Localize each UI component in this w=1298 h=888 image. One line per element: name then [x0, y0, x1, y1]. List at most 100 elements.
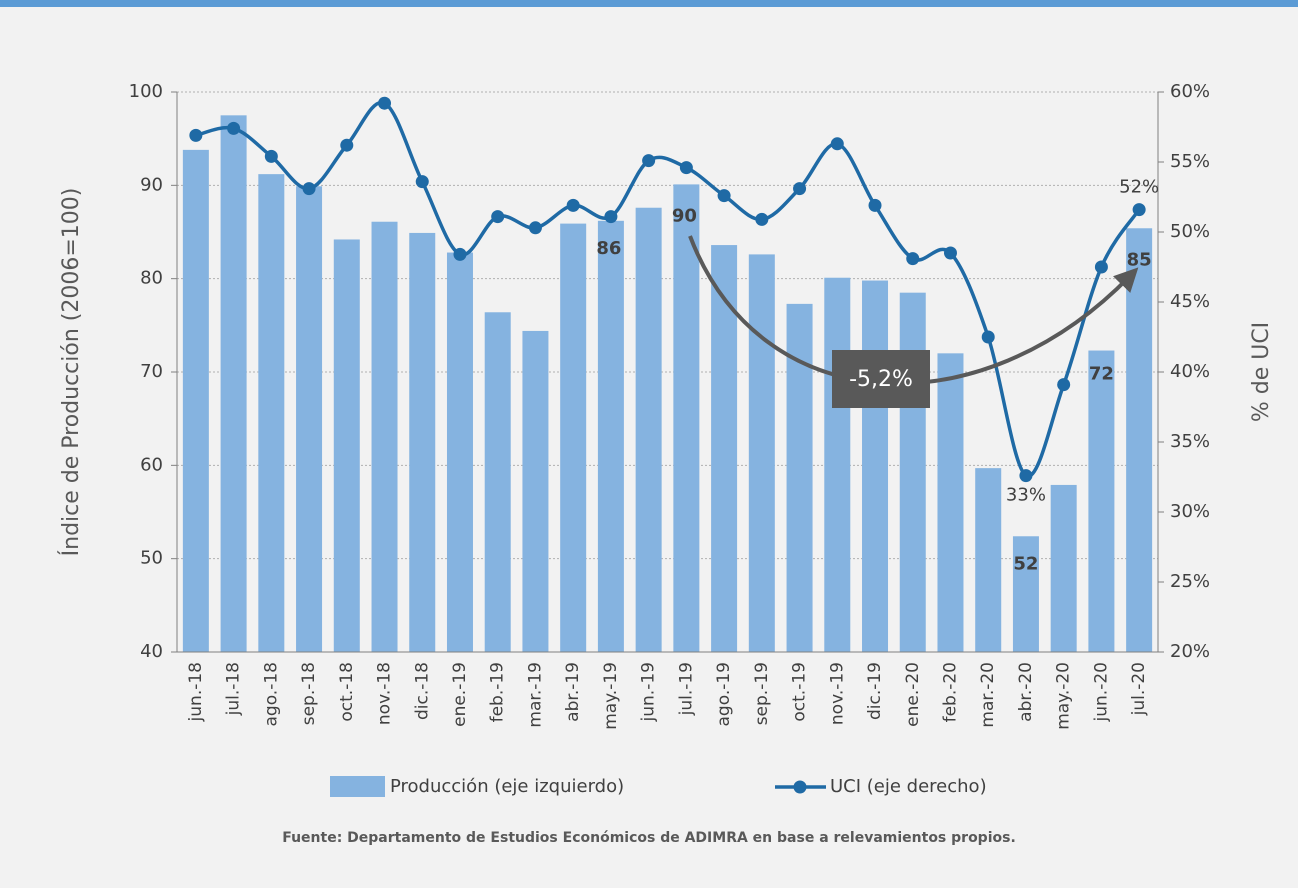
bar [937, 353, 964, 652]
bar-value-label: 86 [596, 238, 621, 259]
bar [1050, 484, 1077, 652]
y-tick-label: 60 [140, 454, 163, 475]
y2-tick-label: 50% [1170, 221, 1210, 242]
marker [679, 161, 693, 175]
bar [258, 174, 285, 652]
x-tick-label: mar.-20 [978, 662, 998, 728]
x-tick-label: jul.-20 [1129, 662, 1149, 716]
marker [868, 198, 882, 212]
y2-tick-label: 60% [1170, 81, 1210, 102]
marker [528, 221, 542, 235]
bar [296, 186, 323, 652]
x-tick-label: jun.-19 [639, 662, 659, 722]
line-value-label: 52% [1119, 177, 1159, 198]
marker [642, 154, 656, 168]
x-tick-label: may.-20 [1054, 662, 1074, 730]
bar [673, 184, 700, 652]
marker [189, 128, 203, 142]
bar [711, 245, 738, 653]
marker [566, 198, 580, 212]
bar [522, 330, 549, 652]
legend-swatch [330, 776, 385, 797]
marker [906, 252, 920, 266]
x-tick-label: nov.-19 [827, 662, 847, 725]
marker [453, 247, 467, 261]
legend-label: Producción (eje izquierdo) [390, 776, 624, 797]
x-tick-label: ago.-18 [261, 662, 281, 726]
bar [484, 312, 511, 652]
bar [975, 468, 1002, 652]
y2-tick-label: 30% [1170, 501, 1210, 522]
y-tick-label: 40 [140, 641, 163, 662]
y-tick-label: 50 [140, 548, 163, 569]
bar-value-label: 90 [672, 205, 697, 226]
bar [597, 220, 624, 653]
y-axis-title: Índice de Producción (2006=100) [58, 188, 84, 557]
y2-tick-label: 55% [1170, 151, 1210, 172]
y2-tick-label: 20% [1170, 641, 1210, 662]
marker [1094, 260, 1108, 274]
marker [793, 182, 807, 196]
marker [943, 246, 957, 260]
legend-label: UCI (eje derecho) [830, 776, 987, 797]
marker [415, 175, 429, 189]
marker [1132, 203, 1146, 217]
x-tick-label: sep.-18 [299, 662, 319, 725]
y-tick-label: 80 [140, 268, 163, 289]
x-tick-label: jun.-20 [1091, 662, 1111, 722]
x-tick-label: jul.-19 [676, 662, 696, 716]
x-tick-label: jun.-18 [186, 662, 206, 722]
marker [1019, 469, 1033, 483]
x-tick-label: jul.-18 [224, 662, 244, 716]
bar [1126, 228, 1153, 652]
marker [755, 212, 769, 226]
x-tick-label: dic.-18 [412, 662, 432, 720]
bar [560, 223, 587, 652]
bar [409, 232, 436, 652]
bar [182, 149, 209, 652]
bar [635, 207, 662, 652]
x-tick-label: oct.-19 [790, 662, 810, 722]
y2-tick-label: 40% [1170, 361, 1210, 382]
x-tick-label: ene.-20 [903, 662, 923, 727]
x-tick-label: abr.-19 [563, 662, 583, 722]
y2-tick-label: 35% [1170, 431, 1210, 452]
marker [302, 182, 316, 196]
source: Fuente: Departamento de Estudios Económi… [282, 830, 1016, 846]
x-tick-label: may.-19 [601, 662, 621, 730]
bar [899, 292, 926, 652]
marker [1057, 378, 1071, 392]
bar [824, 277, 851, 652]
x-tick-label: oct.-18 [337, 662, 357, 722]
y-tick-label: 90 [140, 174, 163, 195]
annotation: -5,2% [849, 367, 913, 392]
line-value-label: 33% [1006, 485, 1046, 506]
x-tick-label: feb.-20 [940, 662, 960, 722]
bar [371, 221, 398, 652]
bar-value-label: 52 [1013, 553, 1038, 574]
x-tick-label: feb.-19 [488, 662, 508, 722]
x-tick-label: sep.-19 [752, 662, 772, 725]
bar-value-label: 72 [1089, 364, 1114, 385]
x-tick-label: ene.-19 [450, 662, 470, 727]
top-stripe [0, 0, 1298, 7]
bar [446, 252, 473, 653]
marker [604, 210, 618, 224]
annotation-box [832, 350, 930, 408]
marker [717, 189, 731, 203]
bar-value-label: 85 [1127, 249, 1152, 270]
marker [830, 137, 844, 151]
bar [1088, 350, 1115, 652]
marker [378, 96, 392, 110]
y-tick-label: 100 [129, 81, 163, 102]
legend-marker [793, 780, 807, 794]
x-tick-label: mar.-19 [525, 662, 545, 728]
bar [862, 280, 889, 652]
marker [981, 330, 995, 344]
y2-tick-label: 25% [1170, 571, 1210, 592]
bar [220, 115, 247, 653]
x-tick-label: nov.-18 [375, 662, 395, 725]
bar [748, 254, 775, 652]
marker [491, 210, 505, 224]
